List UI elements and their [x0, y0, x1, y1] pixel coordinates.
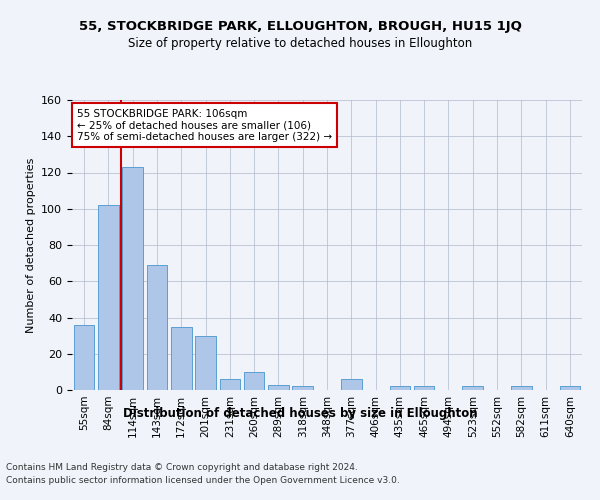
Bar — [74, 325, 94, 390]
Text: Contains HM Land Registry data © Crown copyright and database right 2024.: Contains HM Land Registry data © Crown c… — [6, 462, 358, 471]
Bar — [244, 372, 265, 390]
Bar — [98, 205, 119, 390]
Bar — [268, 384, 289, 390]
Bar — [171, 326, 191, 390]
Text: Size of property relative to detached houses in Elloughton: Size of property relative to detached ho… — [128, 38, 472, 51]
Text: Distribution of detached houses by size in Elloughton: Distribution of detached houses by size … — [122, 408, 478, 420]
Bar — [463, 386, 483, 390]
Bar — [414, 386, 434, 390]
Y-axis label: Number of detached properties: Number of detached properties — [26, 158, 35, 332]
Bar — [220, 379, 240, 390]
Text: Contains public sector information licensed under the Open Government Licence v3: Contains public sector information licen… — [6, 476, 400, 485]
Text: 55 STOCKBRIDGE PARK: 106sqm
← 25% of detached houses are smaller (106)
75% of se: 55 STOCKBRIDGE PARK: 106sqm ← 25% of det… — [77, 108, 332, 142]
Bar — [560, 386, 580, 390]
Bar — [511, 386, 532, 390]
Bar — [389, 386, 410, 390]
Bar — [146, 265, 167, 390]
Bar — [341, 379, 362, 390]
Bar — [292, 386, 313, 390]
Bar — [122, 167, 143, 390]
Text: 55, STOCKBRIDGE PARK, ELLOUGHTON, BROUGH, HU15 1JQ: 55, STOCKBRIDGE PARK, ELLOUGHTON, BROUGH… — [79, 20, 521, 33]
Bar — [195, 336, 216, 390]
